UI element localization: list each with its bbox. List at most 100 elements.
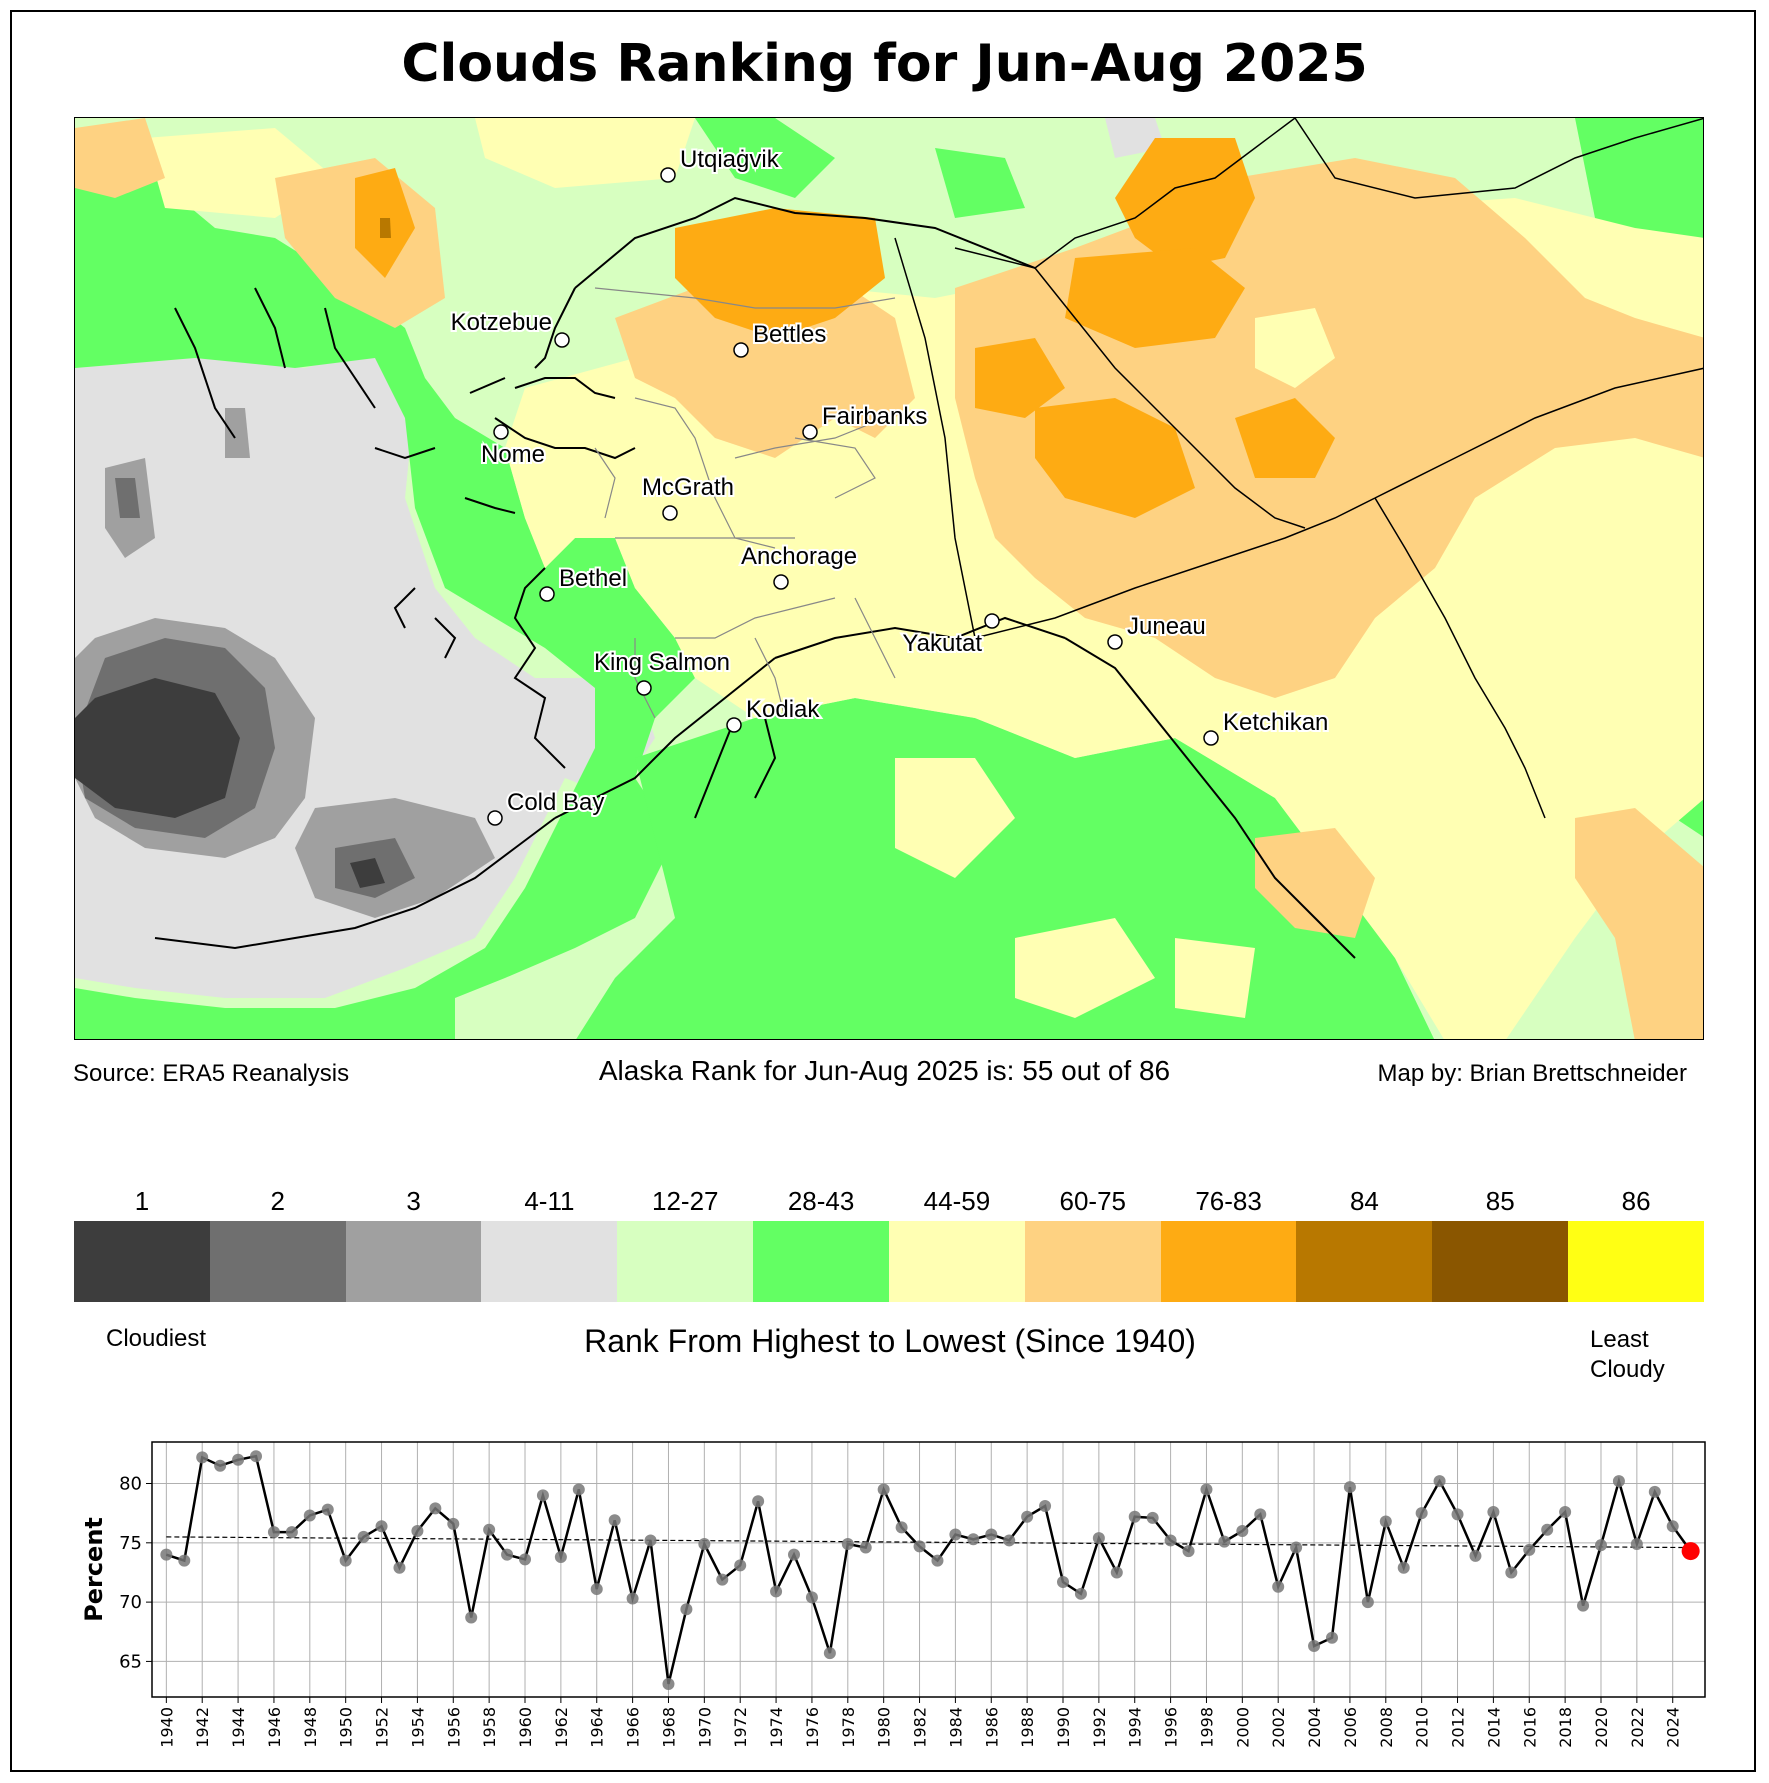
city-label: Juneau [1127, 613, 1206, 640]
data-point [1612, 1475, 1625, 1488]
highlight-point [1681, 1542, 1700, 1561]
data-point [250, 1450, 263, 1463]
map-region-44-59 [895, 758, 1015, 878]
data-point [501, 1548, 514, 1561]
x-tick-label: 2008 [1377, 1707, 1396, 1748]
data-point [375, 1520, 388, 1533]
legend-bin-label: 1 [134, 1186, 150, 1216]
data-point [1577, 1599, 1590, 1612]
data-point [1343, 1481, 1356, 1494]
data-point [1056, 1575, 1069, 1588]
legend-bin-label: 12-27 [652, 1186, 719, 1216]
borough-lines [594, 287, 896, 719]
data-point [770, 1585, 783, 1598]
y-axis-ticks: 65 70 75 80 [119, 1474, 152, 1672]
legend-bin-label: 28-43 [787, 1186, 855, 1216]
data-point [716, 1573, 729, 1586]
data-point [1648, 1485, 1661, 1498]
x-tick-label: 2000 [1233, 1707, 1252, 1748]
borders [894, 118, 1703, 819]
city-marker [539, 586, 555, 602]
data-point [734, 1559, 747, 1572]
legend-bin-label: 85 [1485, 1186, 1515, 1216]
legend-bin-swatch [74, 1221, 210, 1302]
x-axis-ticks: 1940 1942 1944 1946 1948 1950 1952 1954 1956 1958… [157, 1697, 1683, 1748]
data-point [1074, 1587, 1087, 1600]
x-tick-label: 1974 [767, 1707, 786, 1748]
city-label: Kodiak [746, 696, 820, 723]
legend-bin-swatch [1160, 1221, 1297, 1302]
data-point [680, 1603, 693, 1616]
legend-bin-swatch [209, 1221, 346, 1302]
legend-title: Rank From Highest to Lowest (Since 1940) [584, 1323, 1196, 1359]
legend-right-line2: Cloudy [1590, 1356, 1665, 1383]
x-tick-label: 1940 [157, 1707, 176, 1748]
x-tick-label: 1976 [803, 1707, 822, 1748]
data-point [1200, 1483, 1213, 1496]
data-point [698, 1538, 711, 1550]
x-tick-label: 2014 [1484, 1707, 1503, 1748]
legend-bin-swatch [481, 1221, 618, 1302]
data-point [752, 1495, 765, 1508]
city-label: Bethel [559, 565, 627, 592]
data-point [608, 1514, 621, 1527]
city-label: Utqiaġvik [680, 146, 780, 173]
map-region-28-43 [75, 178, 695, 1039]
city-marker [726, 717, 742, 733]
x-tick-label: 1950 [337, 1707, 356, 1748]
timeseries-chart: 1940 1942 1944 1946 1948 1950 1952 1954 1956 1958… [80, 1441, 1706, 1748]
map-region-44-59 [1255, 308, 1335, 388]
data-point [1325, 1631, 1338, 1644]
data-point [590, 1583, 603, 1596]
data-point [178, 1554, 191, 1567]
map-region-76-83 [1115, 138, 1255, 268]
city-markers: Utqiaġvik Kotzebue Bettles Fairbanks Nome McG… [449, 144, 1330, 826]
data-point [411, 1524, 424, 1537]
data-point [1092, 1532, 1105, 1545]
data-point [321, 1503, 334, 1516]
y-tick-label: 80 [119, 1474, 142, 1495]
city-marker [487, 810, 503, 826]
x-tick-label: 2002 [1269, 1707, 1288, 1748]
map-region-3 [225, 408, 250, 458]
legend-bin-label: 60-75 [1059, 1186, 1127, 1216]
x-tick-label: 1970 [695, 1707, 714, 1748]
data-point [447, 1517, 460, 1530]
data-point [1236, 1524, 1249, 1537]
x-tick-label: 1964 [588, 1707, 607, 1748]
x-tick-label: 2016 [1520, 1707, 1539, 1748]
map-region-28-43 [695, 118, 835, 198]
x-tick-label: 1960 [516, 1707, 535, 1748]
city-label: Yakutat [902, 630, 982, 657]
legend-right-line1: Least [1590, 1326, 1649, 1353]
city-marker [773, 574, 789, 590]
data-point [214, 1459, 227, 1472]
map-credit: Map by: Brian Brettschneider [1377, 1060, 1687, 1087]
data-point [483, 1523, 496, 1536]
map-region-28-43 [935, 148, 1025, 218]
data-point [967, 1533, 980, 1546]
city-label: Kotzebue [451, 309, 552, 336]
x-tick-label: 1942 [193, 1707, 212, 1748]
city-marker [636, 680, 652, 696]
legend-right-label: Least Cloudy [1590, 1325, 1665, 1385]
data-point [788, 1548, 801, 1561]
data-point [303, 1509, 316, 1522]
x-tick-label: 1984 [946, 1707, 965, 1748]
legend-bin-swatch [1432, 1221, 1569, 1302]
x-tick-label: 1994 [1126, 1707, 1145, 1748]
x-tick-label: 1968 [659, 1707, 678, 1748]
map-region-2 [115, 478, 140, 518]
city-label: King Salmon [594, 649, 730, 676]
legend-bin-swatch [753, 1221, 889, 1302]
map-region-76-83 [1235, 398, 1335, 478]
data-point [1433, 1475, 1446, 1488]
city-marker [493, 424, 509, 440]
legend-bin-swatch [617, 1221, 754, 1302]
data-point [1146, 1511, 1159, 1524]
legend-colorbar [74, 1221, 1704, 1302]
map-region-84 [380, 218, 391, 238]
map-region-60-75 [1255, 828, 1375, 938]
data-point [1272, 1580, 1285, 1593]
x-tick-label: 1958 [480, 1707, 499, 1748]
